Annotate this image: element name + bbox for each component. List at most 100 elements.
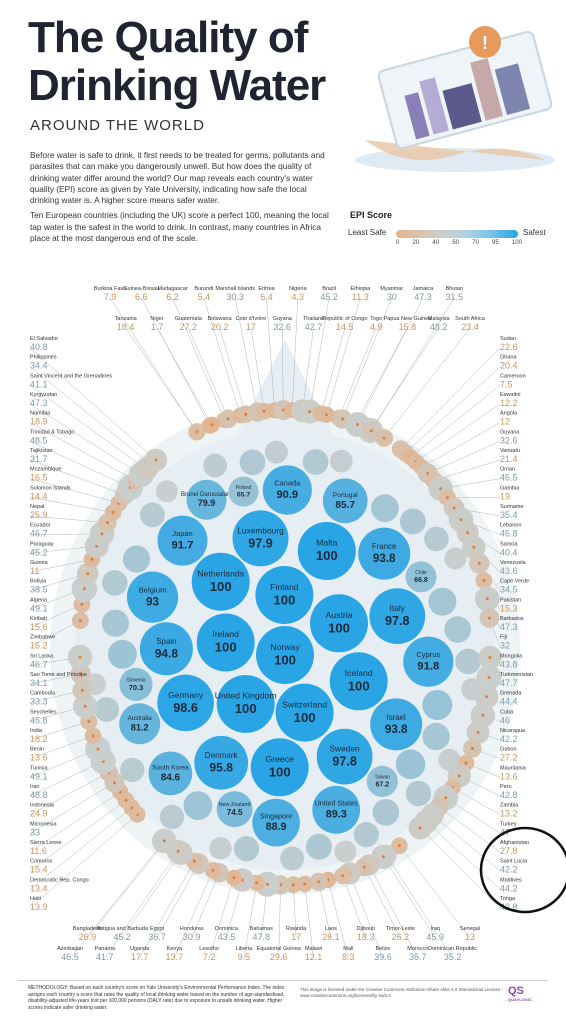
bubble-circle bbox=[280, 846, 305, 871]
bubble-dot bbox=[362, 865, 366, 869]
bubble-dot bbox=[308, 410, 312, 414]
bubble-circle bbox=[196, 613, 255, 672]
leader-line bbox=[309, 297, 330, 412]
leader-line bbox=[104, 851, 179, 959]
bubble-circle bbox=[405, 561, 437, 593]
country-name-label: Morocco bbox=[407, 946, 428, 952]
bubble-japan: Japan 91.7 bbox=[157, 515, 208, 566]
bubble-dot bbox=[369, 429, 373, 433]
leader-line bbox=[338, 327, 377, 418]
bubble-dot bbox=[78, 655, 82, 659]
country-name-label: Panama bbox=[95, 946, 116, 952]
bubble-country-label: Cyprus bbox=[416, 650, 440, 659]
country-value-label: 22.6 bbox=[500, 342, 518, 352]
bubble-zimbabwe bbox=[29, 612, 89, 647]
country-name-label: Micronesia bbox=[30, 821, 58, 827]
country-name-label: Gambia bbox=[500, 485, 520, 491]
bubble-dot bbox=[485, 695, 489, 699]
bubble-value-label: 89.3 bbox=[326, 809, 347, 821]
leader-line bbox=[29, 800, 127, 871]
country-name-label: Mozambique bbox=[30, 467, 62, 473]
country-name-label: Guyana bbox=[273, 316, 293, 322]
country-name-label: Nicaragua bbox=[500, 728, 526, 734]
bubble-dot bbox=[485, 597, 489, 601]
legend-tick: 0 bbox=[396, 240, 400, 246]
bubble-dot bbox=[124, 798, 128, 802]
bubble-value-label: 100 bbox=[348, 679, 370, 694]
leader-line bbox=[29, 385, 147, 470]
bubble-sao-tome-and-principe bbox=[29, 663, 91, 685]
country-name-label: Guinea bbox=[30, 560, 49, 566]
leader-line bbox=[282, 327, 284, 411]
country-value-label: 30.9 bbox=[183, 932, 201, 942]
methodology-text: METHODOLOGY: Based on each country's sco… bbox=[28, 985, 285, 1011]
bubble-uganda bbox=[139, 852, 203, 959]
bubble-circle bbox=[183, 791, 213, 820]
bubble-value-label: 88.9 bbox=[266, 821, 287, 833]
bubble-dot bbox=[457, 774, 461, 778]
bubble-country-label: Portugal bbox=[333, 492, 358, 499]
bubble-united-arab-emirates bbox=[329, 449, 353, 473]
leader-line bbox=[434, 459, 501, 481]
leader-line bbox=[29, 791, 121, 853]
bubble-latvia bbox=[302, 449, 329, 475]
bubble-circle bbox=[371, 494, 399, 523]
country-name-label: Sao Tome and Principe bbox=[30, 672, 87, 678]
bubble-circle bbox=[159, 804, 185, 830]
bubble-value-label: 79.9 bbox=[198, 498, 216, 508]
legend-tick: 20 bbox=[412, 240, 420, 246]
country-value-label: 14.5 bbox=[336, 322, 354, 332]
bubble-dot bbox=[176, 849, 180, 853]
bubble-czech-republic bbox=[422, 690, 453, 720]
leader-line bbox=[383, 327, 471, 439]
legend-tick: 50 bbox=[452, 240, 459, 246]
country-value-label: 7.2 bbox=[203, 952, 216, 962]
bubble-circle bbox=[252, 798, 300, 847]
bubble-circle bbox=[139, 622, 193, 676]
country-name-label: Rwanda bbox=[286, 926, 307, 932]
country-name-label: Senegal bbox=[460, 926, 480, 932]
country-name-label: Suriname bbox=[500, 504, 524, 510]
bubble-dot bbox=[154, 458, 158, 462]
country-value-label: 41.1 bbox=[30, 379, 48, 389]
bubble-dot bbox=[162, 839, 166, 843]
country-value-label: 32 bbox=[500, 641, 510, 651]
country-name-label: Mauritania bbox=[500, 765, 527, 771]
bubble-circle bbox=[455, 648, 481, 675]
bubble-value-label: 93 bbox=[146, 596, 159, 608]
leader-line bbox=[266, 297, 275, 411]
country-name-label: Marshall Islands bbox=[215, 286, 255, 292]
bubble-country-label: Australia bbox=[128, 715, 153, 722]
bubble-circle bbox=[322, 478, 368, 524]
leader-line bbox=[364, 867, 401, 939]
country-value-label: 11.3 bbox=[352, 292, 369, 302]
bubble-dot bbox=[210, 423, 214, 427]
bubble-circle bbox=[94, 697, 120, 722]
bubble-circle bbox=[102, 570, 128, 596]
bubble-dot bbox=[476, 731, 480, 734]
leader-line bbox=[250, 327, 265, 412]
bubble-ethiopia bbox=[318, 297, 361, 423]
bubble-dot bbox=[477, 561, 481, 565]
country-value-label: 31.7 bbox=[30, 454, 48, 464]
bubble-country-label: Slovenia bbox=[126, 678, 145, 684]
